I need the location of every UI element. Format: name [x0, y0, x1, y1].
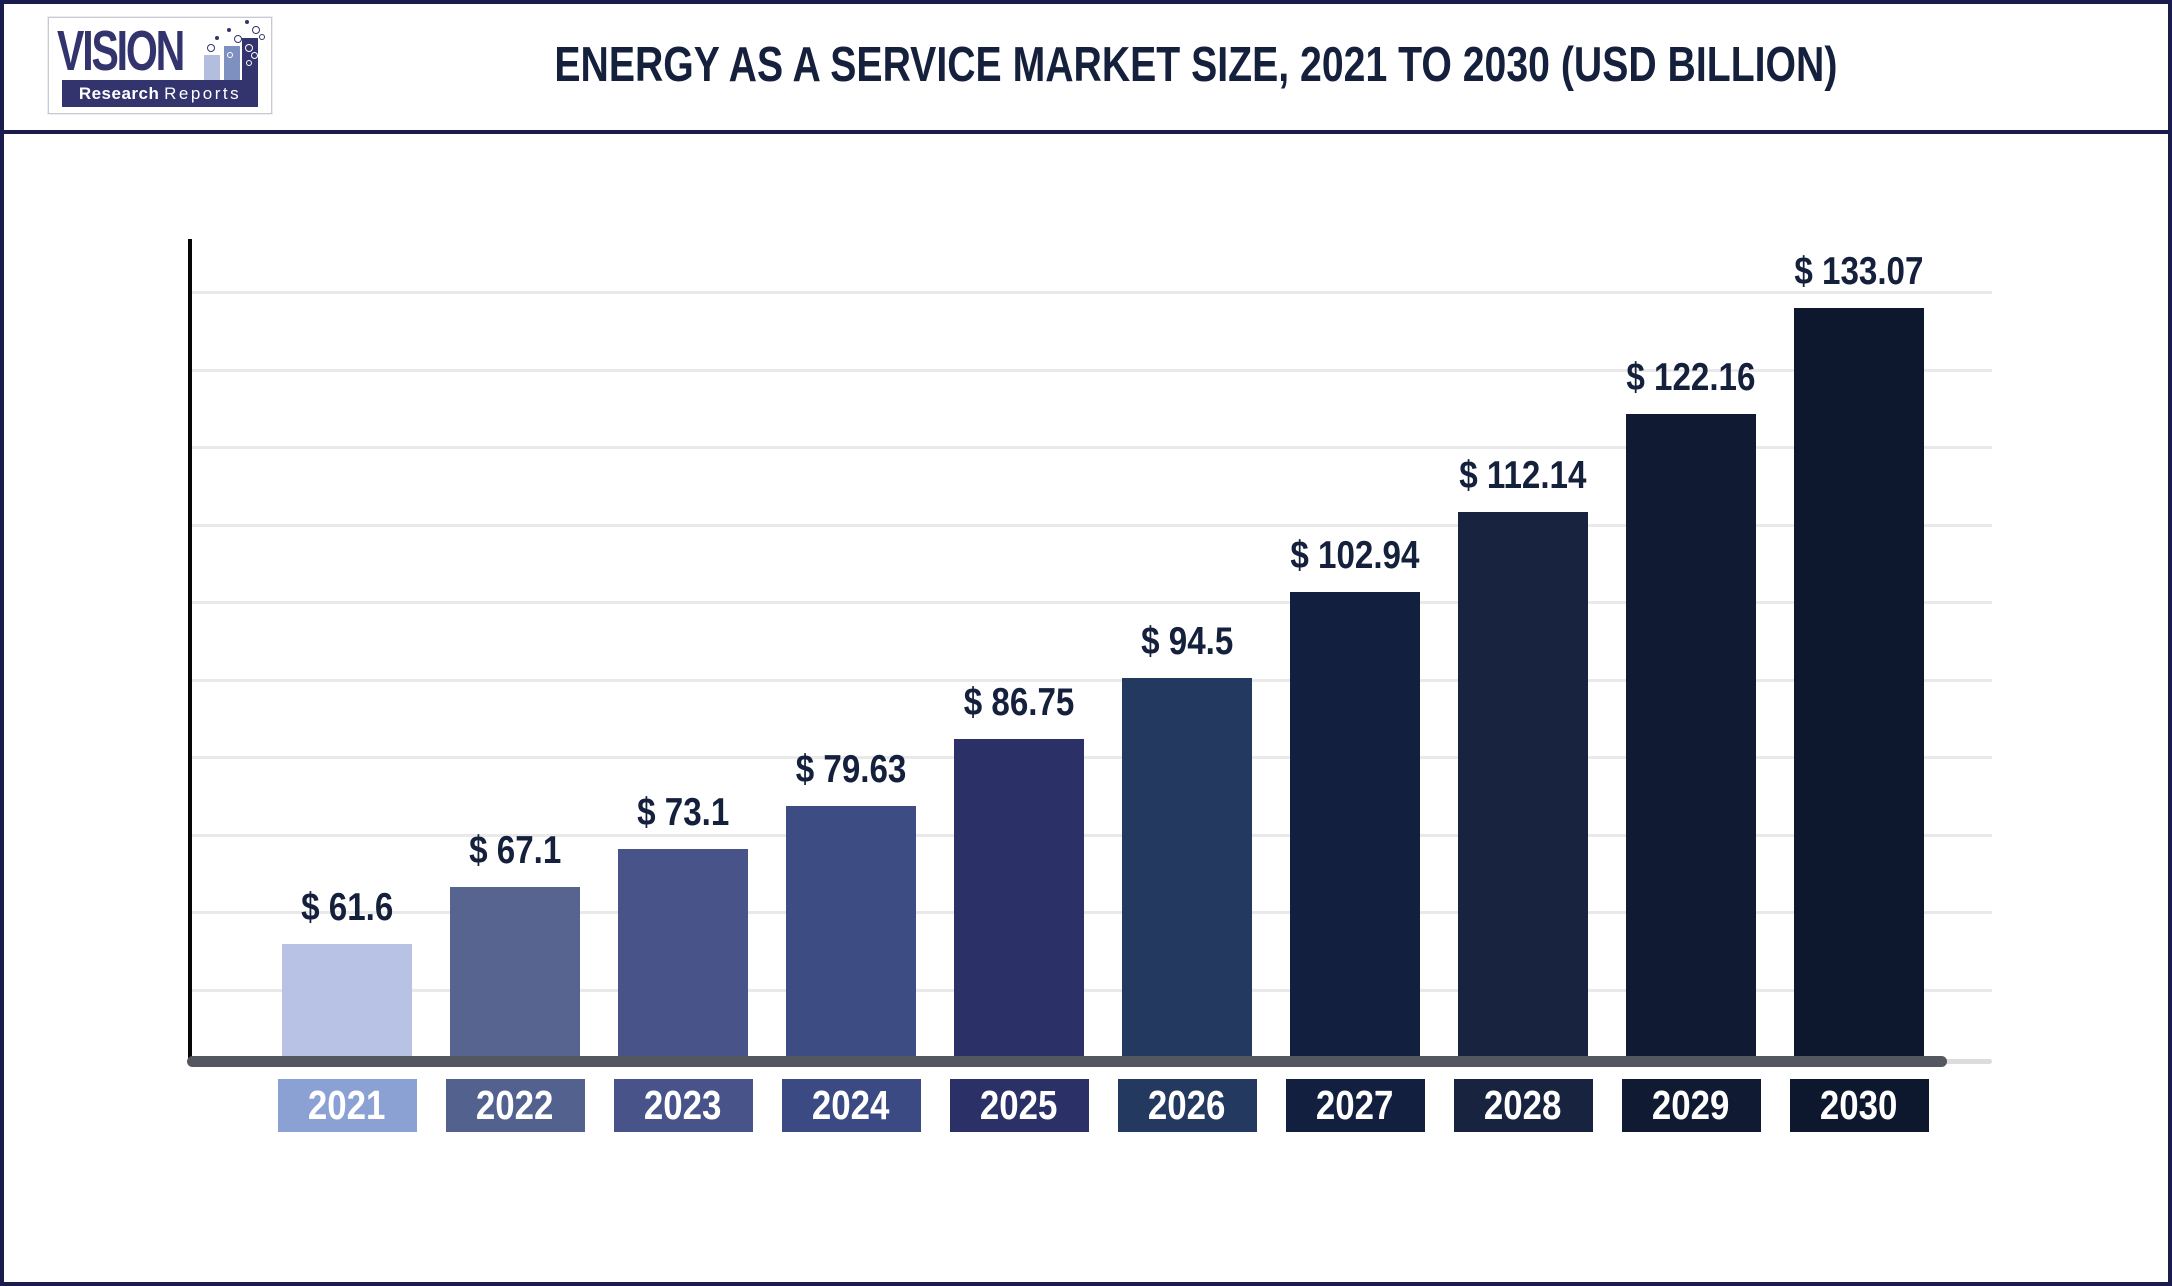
chart-title: ENERGY AS A SERVICE MARKET SIZE, 2021 TO… — [554, 38, 1838, 92]
gridline — [190, 756, 1992, 759]
bar-2030 — [1794, 308, 1924, 1061]
bar-2021 — [282, 944, 412, 1061]
value-label-2026: $ 94.5 — [1140, 620, 1234, 663]
bar-2026 — [1122, 678, 1252, 1061]
value-label-2023: $ 73.1 — [636, 791, 730, 834]
bubble-dot-icon — [207, 44, 215, 52]
logo-banner: Research Reports — [62, 80, 258, 107]
bar-2028 — [1458, 512, 1588, 1061]
value-label-2027: $ 102.94 — [1290, 534, 1420, 577]
year-tick-2028: 2028 — [1453, 1079, 1593, 1132]
value-label-2024: $ 79.63 — [795, 748, 907, 791]
header: VISION Research Reports ENERGY AS A SERV… — [4, 4, 2168, 134]
logo-banner-text-light: Reports — [164, 84, 242, 103]
bubble-dot-icon — [215, 36, 219, 40]
bar-2023 — [618, 849, 748, 1061]
year-tick-2021: 2021 — [277, 1079, 417, 1132]
bubble-dot-icon — [251, 52, 258, 59]
bubble-dot-icon — [234, 35, 242, 43]
chart-title-wrap: ENERGY AS A SERVICE MARKET SIZE, 2021 TO… — [234, 4, 2158, 126]
year-tick-2027: 2027 — [1285, 1079, 1425, 1132]
bar-chart-icon-bar — [204, 55, 220, 80]
x-axis-extension-line — [1907, 1059, 1992, 1064]
year-tick-2030: 2030 — [1789, 1079, 1929, 1132]
year-tick-2026: 2026 — [1117, 1079, 1257, 1132]
bubble-dot-icon — [245, 44, 253, 52]
y-axis-line — [188, 239, 192, 1061]
bar-2022 — [450, 887, 580, 1061]
year-tick-2023: 2023 — [613, 1079, 753, 1132]
bubble-dot-icon — [245, 20, 249, 24]
bubble-dot-icon — [246, 60, 252, 66]
gridline — [190, 291, 1992, 294]
value-label-2025: $ 86.75 — [963, 681, 1075, 724]
value-label-2022: $ 67.1 — [468, 829, 562, 872]
bubble-dot-icon — [259, 34, 265, 40]
gridline — [190, 523, 1992, 527]
bar-2024 — [786, 806, 916, 1061]
logo-wordmark: VISION — [57, 19, 185, 83]
year-tick-2022: 2022 — [445, 1079, 585, 1132]
value-label-2021: $ 61.6 — [300, 886, 394, 929]
value-label-2028: $ 112.14 — [1459, 454, 1587, 497]
bubble-dot-icon — [227, 52, 233, 58]
logo-banner-text-bold: Research — [78, 84, 160, 103]
year-tick-2024: 2024 — [781, 1079, 921, 1132]
x-axis-line — [187, 1056, 1947, 1067]
year-tick-2029: 2029 — [1621, 1079, 1761, 1132]
bubble-dot-icon — [227, 28, 231, 32]
vision-research-reports-logo: VISION Research Reports — [48, 17, 272, 114]
bubble-dot-icon — [252, 26, 260, 34]
gridline — [190, 911, 1992, 914]
bar-2025 — [954, 739, 1084, 1061]
year-tick-2025: 2025 — [949, 1079, 1089, 1132]
gridline — [190, 368, 1992, 372]
gridline — [190, 446, 1992, 449]
gridline — [190, 601, 1992, 604]
bar-2029 — [1626, 414, 1756, 1061]
value-label-2030: $ 133.07 — [1794, 250, 1924, 293]
bar-2027 — [1290, 592, 1420, 1061]
gridline — [190, 988, 1992, 992]
gridline — [190, 678, 1992, 682]
bar-chart: $ 61.6 $ 67.1 $ 73.1 $ 79.63 $ 86.75 $ 94.5 $ … — [4, 134, 2168, 1282]
gridline — [190, 833, 1992, 837]
value-label-2029: $ 122.16 — [1626, 356, 1756, 399]
